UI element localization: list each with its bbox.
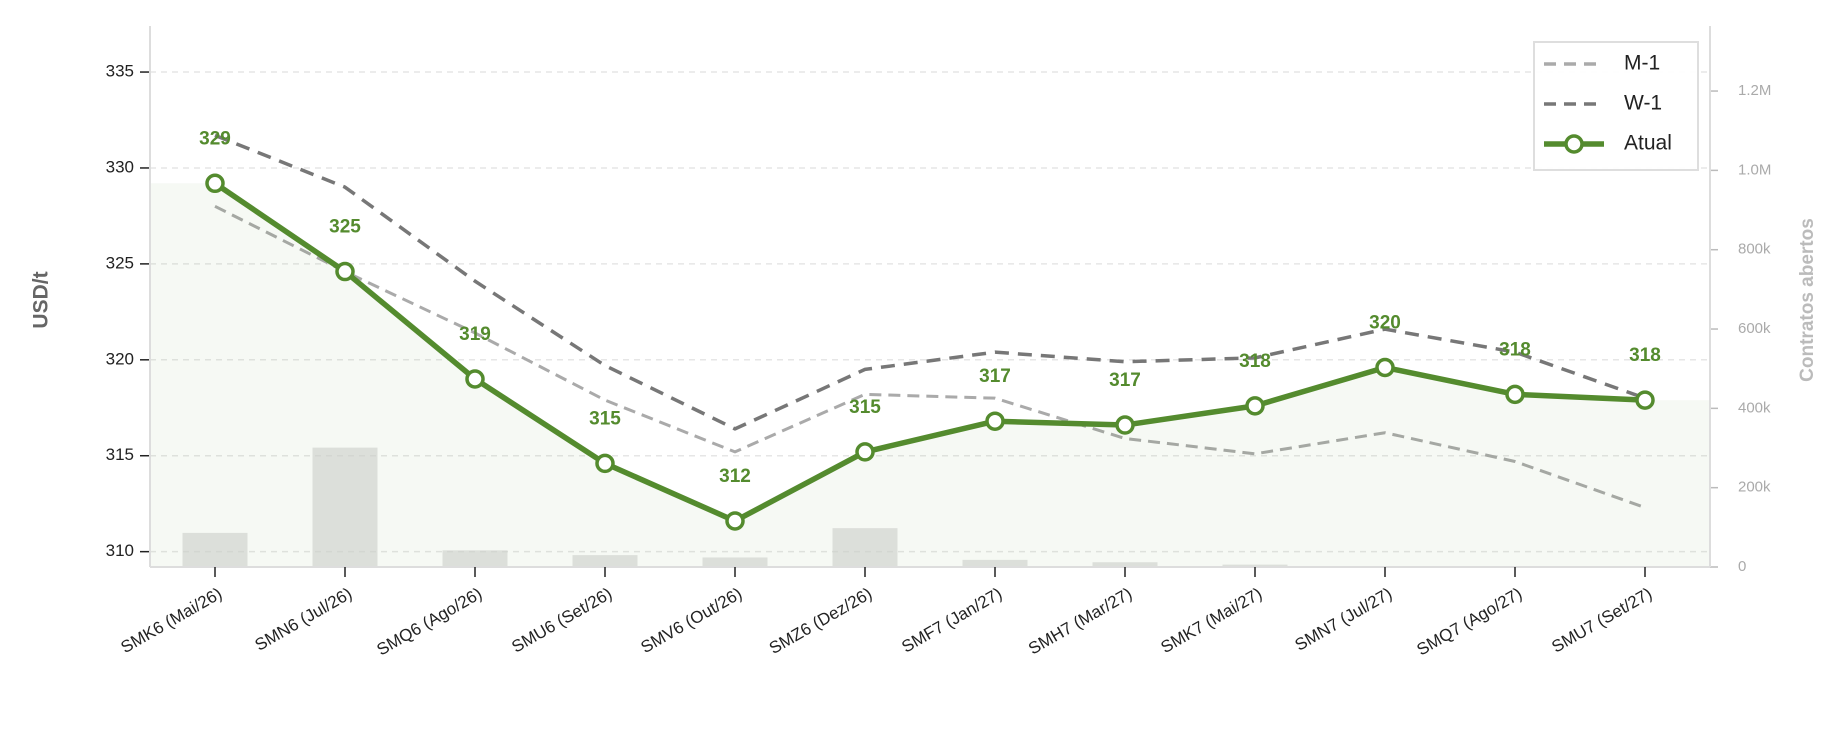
x-tick-label: SMN7 (Jul/27) xyxy=(1292,584,1396,655)
y2-tick-label: 200k xyxy=(1738,479,1771,496)
data-point xyxy=(1505,384,1525,405)
series-line xyxy=(213,181,1646,524)
data-label: 315 xyxy=(589,408,621,429)
bar xyxy=(182,532,248,567)
series-line xyxy=(214,204,1646,509)
y-tick-label: 325 xyxy=(106,253,134,272)
data-label: 319 xyxy=(459,324,491,345)
y-tick-label: 330 xyxy=(106,157,134,176)
y2-axis-label: Contratos abertos xyxy=(1797,218,1818,382)
data-label: 318 xyxy=(1629,345,1661,366)
bar xyxy=(832,528,898,567)
y-tick-label: 310 xyxy=(106,541,134,560)
bar xyxy=(702,557,768,567)
bar xyxy=(962,559,1028,567)
x-tick-label: SMV6 (Out/26) xyxy=(638,584,746,657)
bar xyxy=(1222,564,1288,567)
legend-label: W-1 xyxy=(1624,92,1662,115)
data-point xyxy=(855,442,875,462)
data-label: 317 xyxy=(1109,370,1141,391)
bar xyxy=(572,555,638,567)
x-tick-label: SMQ7 (Ago/27) xyxy=(1413,584,1525,660)
data-label: 312 xyxy=(719,466,751,487)
x-tick-label: SMK7 (Mai/27) xyxy=(1158,584,1266,657)
data-point xyxy=(465,369,485,389)
legend-label: M-1 xyxy=(1624,52,1660,75)
data-point xyxy=(595,453,615,474)
data-point xyxy=(1635,390,1655,410)
y-tick-label: 320 xyxy=(106,349,134,368)
data-point xyxy=(205,173,225,194)
y2-tick-label: 800k xyxy=(1738,241,1771,258)
data-point xyxy=(725,511,745,531)
x-tick-label: SMK6 (Mai/26) xyxy=(118,584,226,657)
data-label: 325 xyxy=(329,217,361,238)
data-label: 320 xyxy=(1369,312,1401,333)
x-tick-label: SMU7 (Set/27) xyxy=(1548,584,1655,657)
y2-tick-label: 1.2M xyxy=(1738,82,1771,99)
data-label: 315 xyxy=(849,397,881,418)
data-point xyxy=(985,411,1005,431)
data-point xyxy=(335,261,355,282)
legend-marker xyxy=(1564,134,1584,154)
data-label: 329 xyxy=(199,128,231,149)
x-tick-label: SMF7 (Jan/27) xyxy=(898,584,1005,657)
x-tick-label: SMU6 (Set/26) xyxy=(508,584,615,657)
y-tick-label: 315 xyxy=(106,445,134,464)
bar xyxy=(442,550,508,567)
data-label: 318 xyxy=(1239,351,1271,372)
bar xyxy=(1092,562,1158,567)
y2-tick-label: 0 xyxy=(1738,558,1746,575)
legend-label: Atual xyxy=(1624,132,1672,155)
area-fill xyxy=(150,183,1710,567)
y-tick-label: 335 xyxy=(106,62,134,81)
data-label: 317 xyxy=(979,366,1011,387)
legend-box xyxy=(1533,41,1699,171)
x-tick-label: SMQ6 (Ago/26) xyxy=(373,584,485,660)
x-tick-label: SMN6 (Jul/26) xyxy=(252,584,356,655)
series-line xyxy=(214,133,1646,431)
x-tick-label: SMZ6 (Dez/26) xyxy=(766,584,875,658)
x-tick-label: SMH7 (Mar/27) xyxy=(1025,584,1135,659)
data-label: 318 xyxy=(1499,339,1531,360)
y2-tick-label: 600k xyxy=(1738,320,1771,337)
data-point xyxy=(1375,357,1395,378)
y2-tick-label: 400k xyxy=(1738,399,1771,416)
y-axis-label: USD/t xyxy=(30,271,53,328)
bar xyxy=(312,447,378,567)
data-point xyxy=(1115,415,1135,435)
y2-tick-label: 1.0M xyxy=(1738,161,1771,178)
data-point xyxy=(1245,396,1265,416)
